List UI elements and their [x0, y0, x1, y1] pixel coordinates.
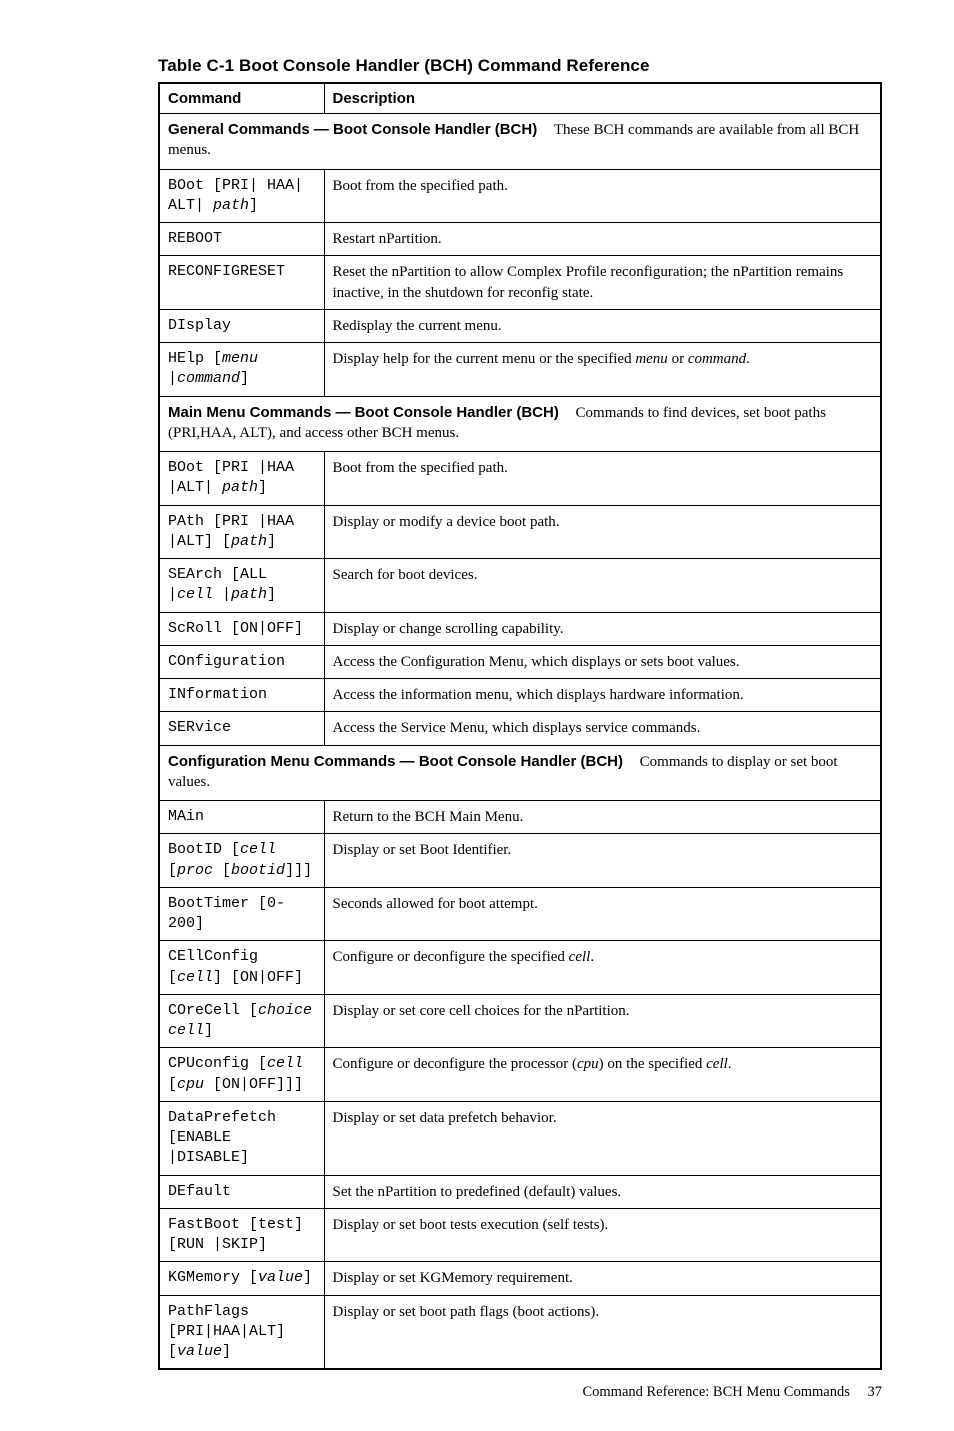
cmd-cfg-boottimer: BootTimer [0-200]	[159, 887, 324, 941]
desc-mm-scroll: Display or change scrolling capability.	[324, 612, 881, 645]
desc-cfg-cellconfig: Configure or deconfigure the specified c…	[324, 941, 881, 995]
cmd-mm-configuration: COnfiguration	[159, 645, 324, 678]
table-row: DataPrefetch [ENABLE |DISABLE] Display o…	[159, 1101, 881, 1175]
table-row: PathFlags [PRI|HAA|ALT] [value] Display …	[159, 1295, 881, 1369]
desc-cfg-cpuconfig: Configure or deconfigure the processor (…	[324, 1048, 881, 1102]
desc-cfg-boottimer: Seconds allowed for boot attempt.	[324, 887, 881, 941]
header-command: Command	[159, 83, 324, 114]
cmd-cfg-pathflags: PathFlags [PRI|HAA|ALT] [value]	[159, 1295, 324, 1369]
cmd-mm-information: INformation	[159, 679, 324, 712]
cmd-cfg-default: DEfault	[159, 1175, 324, 1208]
desc-cfg-default: Set the nPartition to predefined (defaul…	[324, 1175, 881, 1208]
table-row: PAth [PRI |HAA |ALT] [path] Display or m…	[159, 505, 881, 559]
desc-mm-configuration: Access the Configuration Menu, which dis…	[324, 645, 881, 678]
table-row: ScRoll [ON|OFF] Display or change scroll…	[159, 612, 881, 645]
desc-cfg-corecell: Display or set core cell choices for the…	[324, 994, 881, 1048]
desc-help: Display help for the current menu or the…	[324, 343, 881, 397]
cmd-boot: BOot [PRI| HAA| ALT| path]	[159, 169, 324, 223]
table-row: BootTimer [0-200] Seconds allowed for bo…	[159, 887, 881, 941]
cmd-cfg-bootid: BootID [cell [proc [bootid]]]	[159, 834, 324, 888]
table-row: BOot [PRI |HAA |ALT| path] Boot from the…	[159, 452, 881, 506]
cmd-cfg-dataprefetch: DataPrefetch [ENABLE |DISABLE]	[159, 1101, 324, 1175]
section-mainmenu: Main Menu Commands — Boot Console Handle…	[159, 396, 881, 452]
table-row: CPUconfig [cell [cpu [ON|OFF]]] Configur…	[159, 1048, 881, 1102]
table-row: COnfiguration Access the Configuration M…	[159, 645, 881, 678]
page-footer: Command Reference: BCH Menu Commands 37	[158, 1384, 882, 1401]
cmd-cfg-kgmemory: KGMemory [value]	[159, 1262, 324, 1295]
desc-cfg-pathflags: Display or set boot path flags (boot act…	[324, 1295, 881, 1369]
table-row: SERvice Access the Service Menu, which d…	[159, 712, 881, 745]
desc-mm-path: Display or modify a device boot path.	[324, 505, 881, 559]
command-reference-table: Command Description General Commands — B…	[158, 82, 882, 1370]
table-row: CEllConfig [cell] [ON|OFF] Configure or …	[159, 941, 881, 995]
cmd-mm-search: SEArch [ALL |cell |path]	[159, 559, 324, 613]
desc-cfg-main: Return to the BCH Main Menu.	[324, 801, 881, 834]
table-row: BootID [cell [proc [bootid]]] Display or…	[159, 834, 881, 888]
section-config-lead: Configuration Menu Commands — Boot Conso…	[168, 753, 623, 770]
cmd-reboot: REBOOT	[159, 223, 324, 256]
table-row: MAin Return to the BCH Main Menu.	[159, 801, 881, 834]
table-row: DIsplay Redisplay the current menu.	[159, 309, 881, 342]
desc-mm-information: Access the information menu, which displ…	[324, 679, 881, 712]
desc-reboot: Restart nPartition.	[324, 223, 881, 256]
page-number: 37	[868, 1384, 883, 1400]
table-row: KGMemory [value] Display or set KGMemory…	[159, 1262, 881, 1295]
table-row: INformation Access the information menu,…	[159, 679, 881, 712]
table-row: REBOOT Restart nPartition.	[159, 223, 881, 256]
desc-cfg-bootid: Display or set Boot Identifier.	[324, 834, 881, 888]
footer-text: Command Reference: BCH Menu Commands	[582, 1384, 849, 1400]
table-row: BOot [PRI| HAA| ALT| path] Boot from the…	[159, 169, 881, 223]
cmd-reconfigreset: RECONFIGRESET	[159, 256, 324, 310]
cmd-cfg-fastboot: FastBoot [test][RUN |SKIP]	[159, 1208, 324, 1262]
cmd-mm-service: SERvice	[159, 712, 324, 745]
desc-cfg-fastboot: Display or set boot tests execution (sel…	[324, 1208, 881, 1262]
desc-cfg-dataprefetch: Display or set data prefetch behavior.	[324, 1101, 881, 1175]
cmd-cfg-corecell: COreCell [choice cell]	[159, 994, 324, 1048]
cmd-mm-scroll: ScRoll [ON|OFF]	[159, 612, 324, 645]
table-row: FastBoot [test][RUN |SKIP] Display or se…	[159, 1208, 881, 1262]
desc-mm-service: Access the Service Menu, which displays …	[324, 712, 881, 745]
table-row: RECONFIGRESET Reset the nPartition to al…	[159, 256, 881, 310]
section-general: General Commands — Boot Console Handler …	[159, 114, 881, 170]
cmd-help: HElp [menu |command]	[159, 343, 324, 397]
cmd-display: DIsplay	[159, 309, 324, 342]
desc-display: Redisplay the current menu.	[324, 309, 881, 342]
desc-boot: Boot from the specified path.	[324, 169, 881, 223]
section-mainmenu-lead: Main Menu Commands — Boot Console Handle…	[168, 404, 559, 421]
desc-mm-search: Search for boot devices.	[324, 559, 881, 613]
cmd-cfg-cellconfig: CEllConfig [cell] [ON|OFF]	[159, 941, 324, 995]
table-title: Table C-1 Boot Console Handler (BCH) Com…	[158, 56, 882, 76]
section-config: Configuration Menu Commands — Boot Conso…	[159, 745, 881, 801]
cmd-mm-boot: BOot [PRI |HAA |ALT| path]	[159, 452, 324, 506]
desc-mm-boot: Boot from the specified path.	[324, 452, 881, 506]
cmd-cfg-cpuconfig: CPUconfig [cell [cpu [ON|OFF]]]	[159, 1048, 324, 1102]
table-row: HElp [menu |command] Display help for th…	[159, 343, 881, 397]
cmd-cfg-main: MAin	[159, 801, 324, 834]
cmd-mm-path: PAth [PRI |HAA |ALT] [path]	[159, 505, 324, 559]
desc-cfg-kgmemory: Display or set KGMemory requirement.	[324, 1262, 881, 1295]
desc-reconfigreset: Reset the nPartition to allow Complex Pr…	[324, 256, 881, 310]
header-description: Description	[324, 83, 881, 114]
section-general-lead: General Commands — Boot Console Handler …	[168, 121, 537, 138]
table-row: SEArch [ALL |cell |path] Search for boot…	[159, 559, 881, 613]
table-row: DEfault Set the nPartition to predefined…	[159, 1175, 881, 1208]
table-row: COreCell [choice cell] Display or set co…	[159, 994, 881, 1048]
